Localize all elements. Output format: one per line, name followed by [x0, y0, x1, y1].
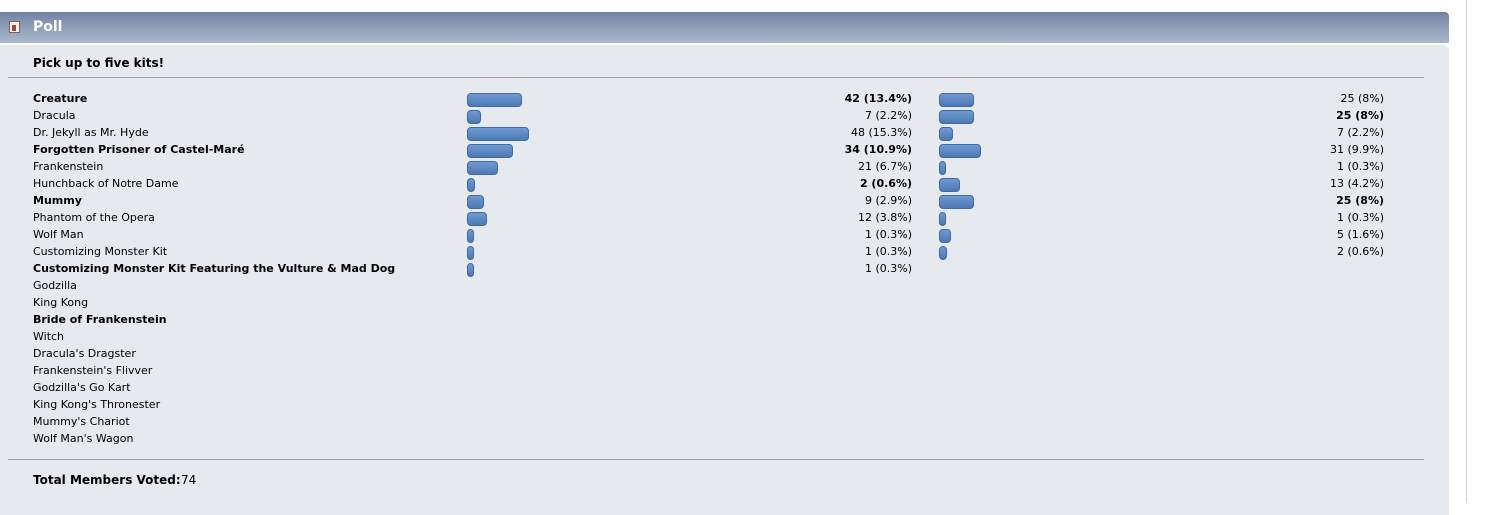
vote-count: 7 (2.2%) [1336, 126, 1384, 139]
vote-bar [467, 144, 513, 158]
vote-count: 25 (8%) [1336, 194, 1384, 207]
vote-bar [939, 178, 961, 192]
option-name: Wolf Man's Wagon [33, 432, 134, 445]
option-name: Customizing Monster Kit Featuring the Vu… [33, 262, 396, 275]
vote-count: 1 (0.3%) [864, 228, 912, 241]
vote-bar [467, 263, 475, 277]
option-name: Godzilla's Go Kart [33, 381, 131, 394]
total-value: 74 [181, 473, 197, 487]
vote-bar [939, 195, 975, 209]
option-name: Bride of Frankenstein [33, 313, 167, 326]
vote-count: 2 (0.6%) [859, 177, 912, 190]
vote-count: 25 (8%) [1336, 109, 1384, 122]
option-name: Forgotten Prisoner of Castel-Maré [33, 143, 245, 156]
vote-bar [467, 212, 488, 226]
option-name: Customizing Monster Kit [33, 245, 168, 258]
poll-question: Pick up to five kits! [33, 56, 165, 70]
option-name: Witch [33, 330, 65, 343]
vote-count: 42 (13.4%) [844, 92, 912, 105]
vote-bar [939, 110, 975, 124]
vote-count: 21 (6.7%) [857, 160, 912, 173]
vote-bar [939, 212, 947, 226]
divider [8, 77, 1424, 78]
vote-count: 5 (1.6%) [1336, 228, 1384, 241]
vote-bar [939, 127, 954, 141]
vote-count: 9 (2.9%) [864, 194, 912, 207]
vote-count: 1 (0.3%) [1336, 160, 1384, 173]
header-title: Poll [33, 19, 63, 35]
option-name: Frankenstein [33, 160, 104, 173]
poll-icon [9, 21, 20, 33]
option-name: Phantom of the Opera [33, 211, 155, 224]
vote-count: 13 (4.2%) [1329, 177, 1384, 190]
vote-bar [467, 195, 484, 209]
option-name: Mummy [33, 194, 82, 207]
vote-bar [939, 246, 948, 260]
vote-bar [467, 161, 498, 175]
vote-bar [939, 93, 975, 107]
scrollbar-edge [1466, 0, 1467, 503]
option-name: Dracula [33, 109, 76, 122]
poll-header: Poll [0, 12, 1449, 43]
option-name: King Kong's Thronester [33, 398, 161, 411]
vote-count: 12 (3.8%) [857, 211, 912, 224]
vote-bar [467, 229, 475, 243]
option-name: Wolf Man [33, 228, 84, 241]
vote-count: 1 (0.3%) [864, 262, 912, 275]
poll-panel [0, 45, 1449, 515]
option-name: Dracula's Dragster [33, 347, 136, 360]
option-name: Hunchback of Notre Dame [33, 177, 179, 190]
vote-bar [467, 127, 530, 141]
divider [8, 459, 1424, 460]
option-name: Godzilla [33, 279, 77, 292]
vote-count: 48 (15.3%) [850, 126, 912, 139]
vote-bar [939, 229, 951, 243]
vote-count: 1 (0.3%) [1336, 211, 1384, 224]
vote-count: 34 (10.9%) [844, 143, 912, 156]
total-label: Total Members Voted: [33, 473, 181, 487]
vote-count: 25 (8%) [1340, 92, 1384, 105]
vote-count: 31 (9.9%) [1329, 143, 1384, 156]
option-name: King Kong [33, 296, 89, 309]
vote-bar [467, 93, 523, 107]
vote-bar [467, 110, 482, 124]
vote-count: 2 (0.6%) [1336, 245, 1384, 258]
vote-count: 7 (2.2%) [864, 109, 912, 122]
vote-bar [939, 144, 982, 158]
option-name: Creature [33, 92, 88, 105]
option-name: Frankenstein's Flivver [33, 364, 153, 377]
vote-bar [467, 178, 476, 192]
vote-bar [467, 246, 475, 260]
vote-bar [939, 161, 947, 175]
option-name: Dr. Jekyll as Mr. Hyde [33, 126, 149, 139]
option-name: Mummy's Chariot [33, 415, 130, 428]
vote-count: 1 (0.3%) [864, 245, 912, 258]
